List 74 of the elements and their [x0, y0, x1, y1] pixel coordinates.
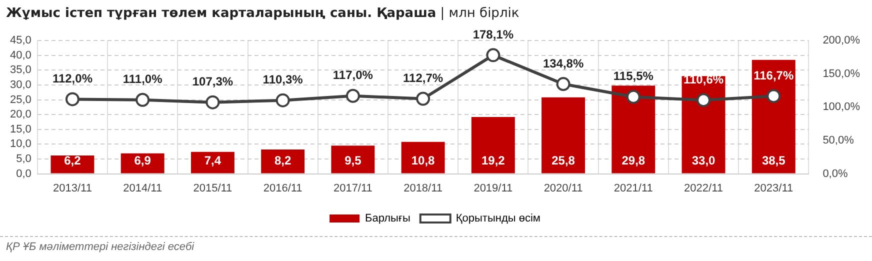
bar — [612, 86, 656, 174]
y2-tick-label: 100,0% — [822, 101, 860, 114]
data-label: 112,0% — [52, 72, 93, 86]
data-label: 115,5% — [613, 69, 654, 84]
data-label: 33,0 — [692, 154, 716, 168]
x-tick-label: 2014/11 — [123, 182, 162, 194]
x-tick-label: 2013/11 — [52, 182, 92, 194]
chart-subtitle: | млн бірлік — [440, 6, 520, 21]
data-label: 178,1% — [472, 28, 514, 42]
y-tick-label: 0,0 — [16, 168, 32, 180]
bar — [50, 155, 94, 174]
x-tick-label: 2015/11 — [193, 182, 232, 194]
y-tick-label: 45,0 — [10, 34, 32, 47]
bar — [331, 146, 375, 174]
data-label: 111,0% — [122, 72, 163, 86]
point — [696, 93, 711, 108]
x-tick-label: 2019/11 — [474, 182, 513, 194]
y-tick-label: 5,0 — [16, 153, 32, 166]
data-label: 6,9 — [134, 154, 152, 168]
chart-title: Жұмыс істеп тұрған төлем карталарының саны. Қараша — [6, 6, 436, 21]
data-label: 112,7% — [403, 71, 444, 86]
data-label: 29,8 — [622, 154, 646, 168]
text: ҚР ҰБ мәліметтері негізіндегі есебі — [6, 241, 194, 253]
legend-label: Қорытынды өсім — [456, 212, 540, 225]
data-label: 110,3% — [262, 72, 304, 87]
x-tick-label: 2018/11 — [404, 182, 443, 194]
data-label: 117,0% — [332, 68, 374, 82]
y2-tick-label: 200,0% — [822, 34, 860, 47]
y-tick-label: 25,0 — [10, 94, 32, 106]
data-label: 10,8 — [411, 154, 436, 168]
bar — [190, 152, 234, 174]
data-label: 38,5 — [762, 154, 786, 168]
point — [626, 90, 640, 104]
y-tick-label: 15,0 — [10, 123, 32, 136]
data-label: 25,8 — [552, 154, 576, 168]
y-tick-label: 35,0 — [10, 64, 32, 76]
point — [65, 92, 80, 106]
point — [556, 77, 570, 92]
data-label: 116,7% — [754, 68, 794, 82]
data-label: 6,2 — [64, 154, 82, 168]
y-tick-label: 30,0 — [10, 79, 32, 92]
bar — [261, 150, 305, 174]
point — [346, 88, 360, 103]
y-tick-label: 10,0 — [10, 138, 32, 150]
legend-label: Барлығы — [365, 212, 410, 225]
y2-tick-label: 0,0% — [822, 168, 848, 180]
x-tick-label: 2017/11 — [333, 182, 372, 194]
point — [416, 92, 430, 106]
point — [136, 92, 150, 107]
bar — [401, 142, 445, 174]
bar — [471, 116, 515, 174]
y2-tick-label: 50,0% — [822, 134, 854, 147]
y-tick-label: 20,0 — [10, 108, 32, 121]
x-tick-label: 2022/11 — [684, 182, 723, 194]
bar — [120, 153, 164, 174]
y2-tick-label: 150,0% — [822, 68, 860, 80]
data-label: 7,4 — [204, 154, 222, 168]
point — [276, 93, 290, 108]
data-label: 107,3% — [192, 74, 234, 89]
y-tick-label: 40,0 — [10, 49, 32, 62]
data-label: 8,2 — [274, 154, 292, 168]
bar — [542, 97, 586, 174]
x-tick-label: 2016/11 — [263, 182, 302, 194]
x-tick-label: 2020/11 — [544, 182, 583, 194]
point — [766, 89, 781, 104]
point — [206, 95, 220, 110]
data-label: 134,8% — [542, 56, 584, 70]
x-tick-label: 2023/11 — [754, 182, 794, 194]
bar — [752, 60, 796, 174]
bar — [682, 76, 726, 174]
data-label: 19,2 — [481, 154, 506, 168]
x-tick-label: 2021/11 — [614, 182, 653, 194]
point — [486, 48, 500, 62]
data-label: 9,5 — [344, 154, 362, 168]
